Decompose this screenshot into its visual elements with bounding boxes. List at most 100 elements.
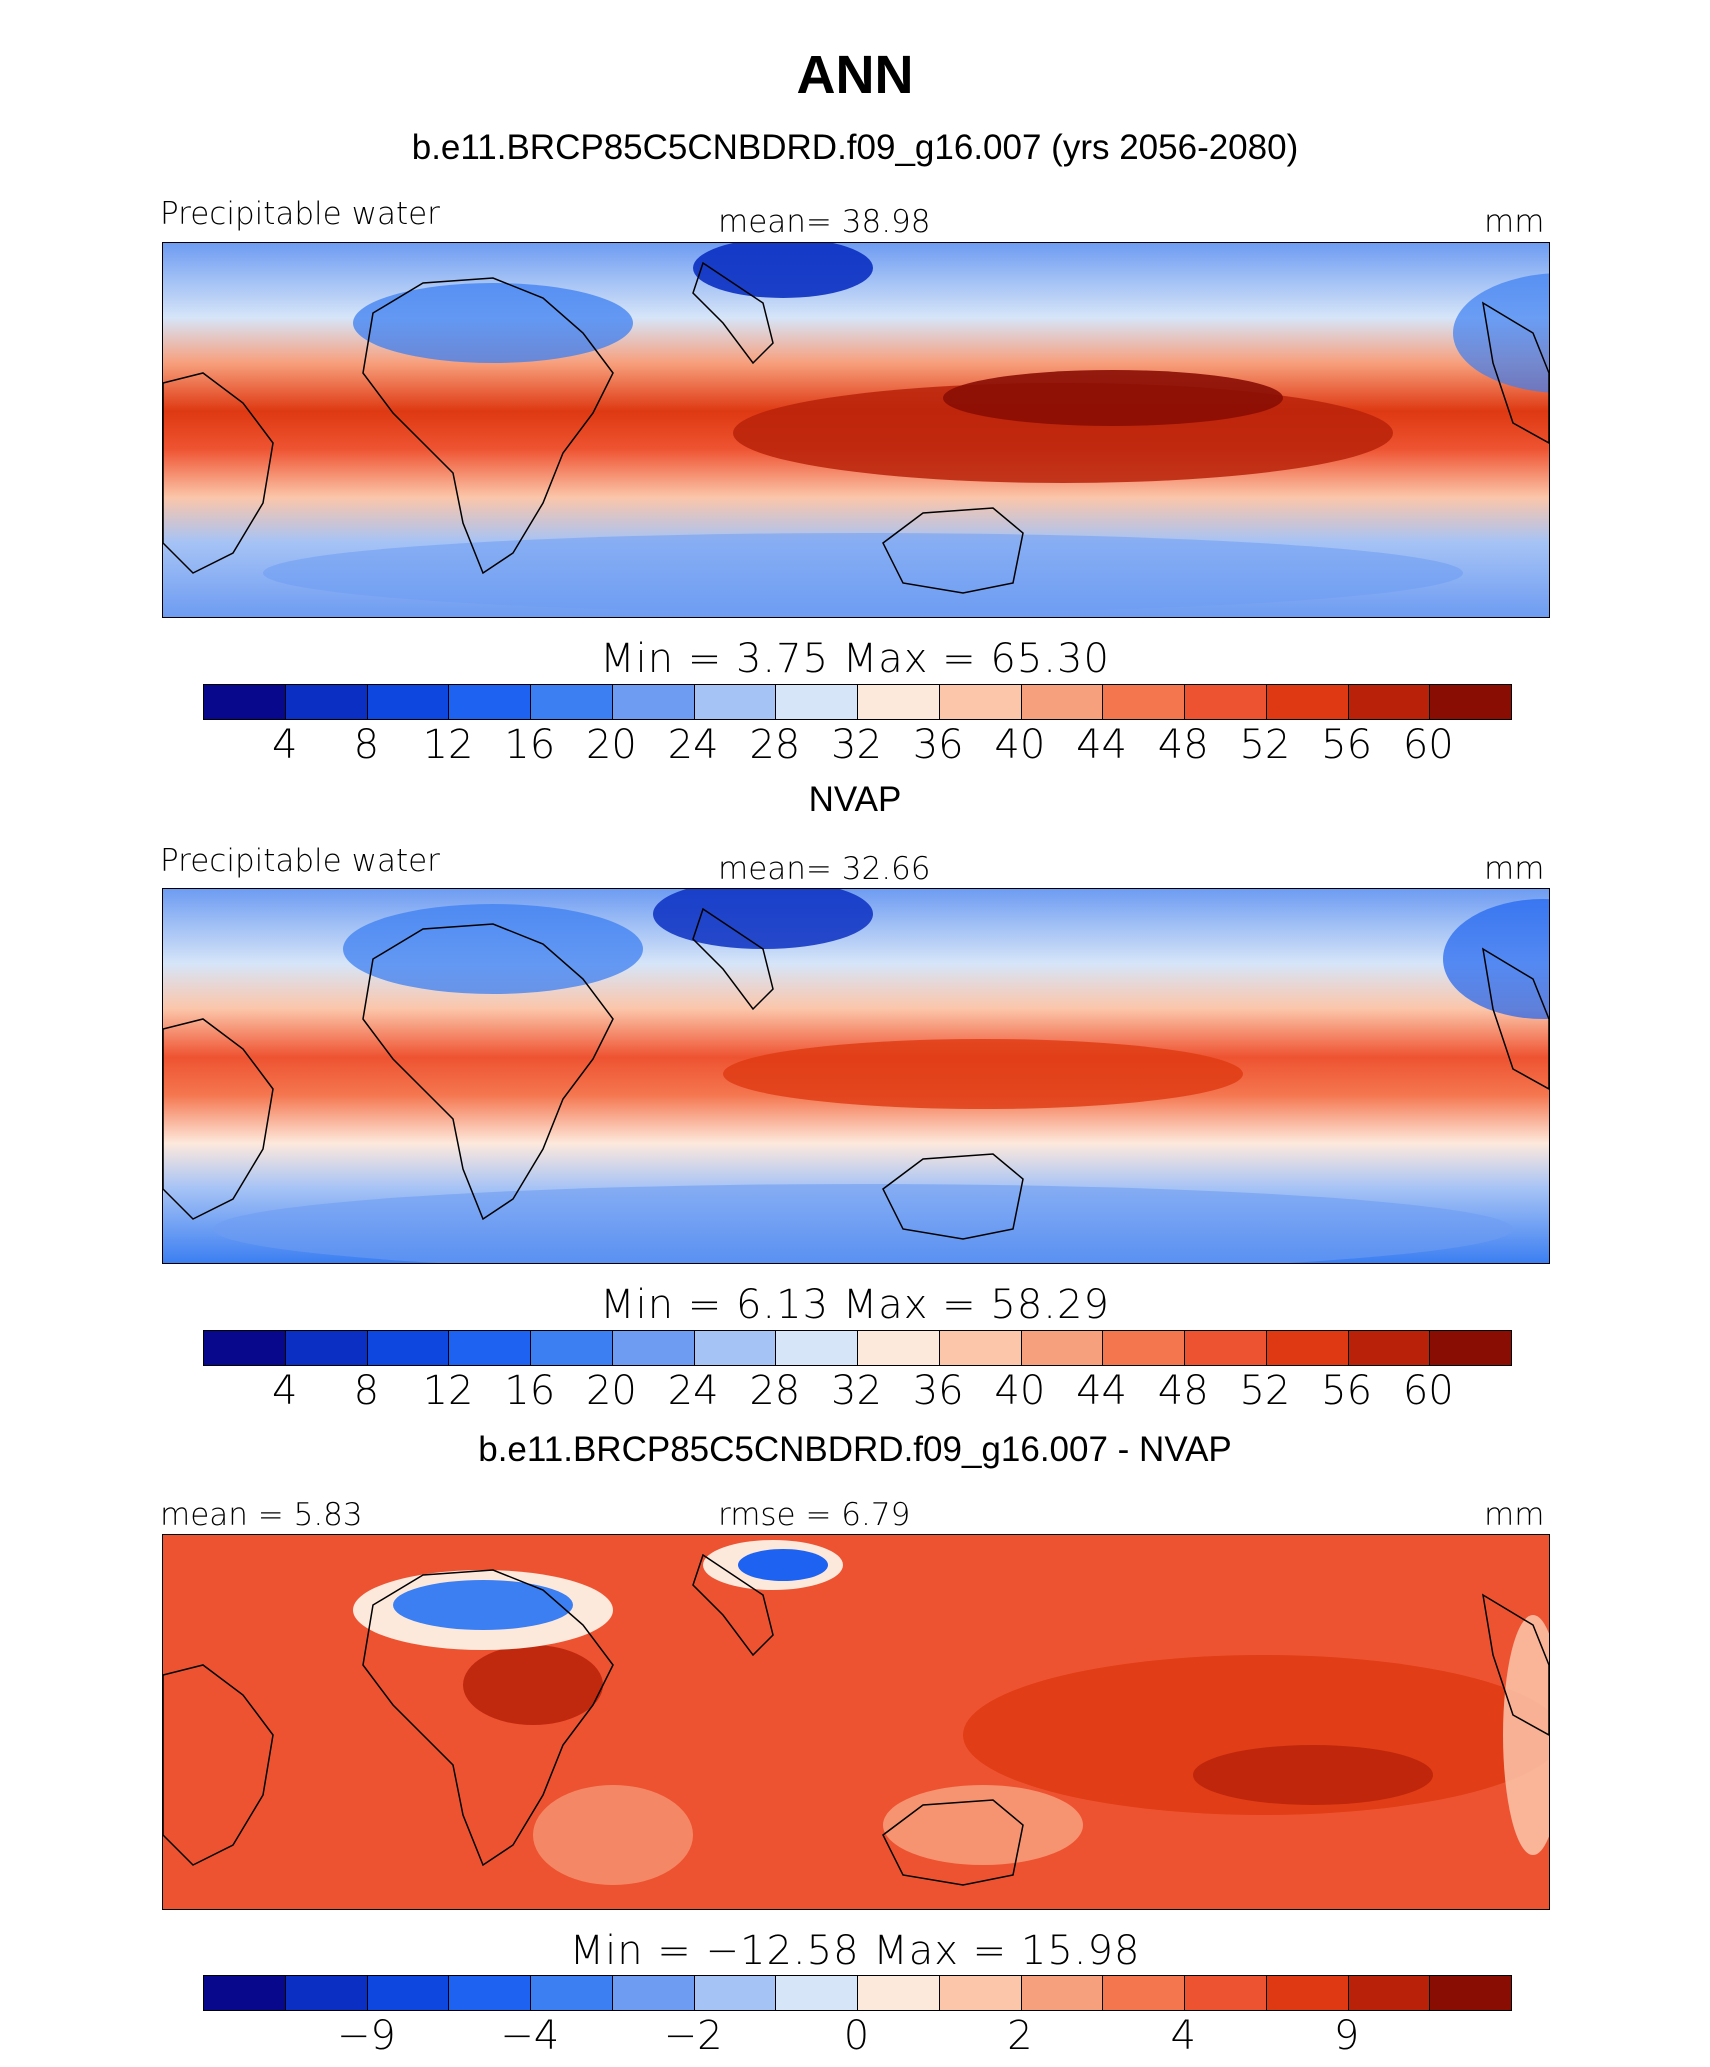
colorbar-tick-label: 52 bbox=[1239, 722, 1291, 768]
colorbar-tick-label: 32 bbox=[831, 722, 882, 768]
colorbar-tick-label: 16 bbox=[504, 722, 556, 768]
panel-1-colorbar-ticks: 4 8 12 16 20 24 28 32 36 40 44 48 52 56 60 bbox=[203, 722, 1510, 768]
colorbar-tick-label: 44 bbox=[1076, 1368, 1128, 1414]
colorbar-box bbox=[531, 1976, 613, 2010]
colorbar-box bbox=[204, 685, 286, 719]
colorbar-box bbox=[1348, 1976, 1431, 2010]
colorbar-box bbox=[1266, 1976, 1349, 2010]
colorbar-box bbox=[1021, 685, 1104, 719]
colorbar-box bbox=[939, 685, 1022, 719]
colorbar-tick-label: 8 bbox=[353, 1368, 380, 1414]
panel-3-units-label: mm bbox=[1484, 1497, 1545, 1533]
colorbar-tick-label: 12 bbox=[422, 722, 474, 768]
colorbar-box bbox=[939, 1976, 1022, 2010]
colorbar-tick-label: −9 bbox=[336, 2013, 396, 2059]
colorbar-box bbox=[776, 1331, 858, 1365]
panel-3-header: b.e11.BRCP85C5CNBDRD.f09_g16.007 - NVAP bbox=[478, 1430, 1232, 1469]
colorbar-tick-label: 28 bbox=[749, 1368, 801, 1414]
colorbar-box bbox=[1430, 1976, 1511, 2010]
colorbar-box bbox=[367, 1331, 450, 1365]
colorbar-box bbox=[939, 1331, 1022, 1365]
panel-2-colorbar bbox=[203, 1330, 1512, 1366]
colorbar-box bbox=[1103, 1331, 1185, 1365]
colorbar-box bbox=[367, 1976, 450, 2010]
panel-2-map bbox=[162, 888, 1550, 1264]
figure-title: ANN bbox=[796, 45, 914, 105]
colorbar-tick-label: 60 bbox=[1402, 1368, 1454, 1414]
panel-1-header: b.e11.BRCP85C5CNBDRD.f09_g16.007 (yrs 20… bbox=[411, 128, 1299, 167]
panel-2-units-label: mm bbox=[1484, 851, 1545, 887]
colorbar-tick-label: 16 bbox=[504, 1368, 556, 1414]
colorbar-tick-label: 2 bbox=[1007, 2013, 1033, 2059]
panel-3-contour-field bbox=[163, 1535, 1549, 1909]
colorbar-tick-label: 28 bbox=[749, 722, 801, 768]
colorbar-box bbox=[1021, 1331, 1104, 1365]
colorbar-box bbox=[1185, 1976, 1267, 2010]
panel-3-colorbar bbox=[203, 1975, 1512, 2011]
panel-1-colorbar bbox=[203, 684, 1512, 720]
colorbar-tick-label: 0 bbox=[843, 2013, 870, 2059]
colorbar-tick-label: −4 bbox=[500, 2013, 560, 2059]
panel-3-colorbar-ticks: −9 −4 −2 0 2 4 9 bbox=[203, 2013, 1510, 2059]
colorbar-box bbox=[1430, 685, 1511, 719]
colorbar-box bbox=[285, 1331, 368, 1365]
panel-3-coastlines bbox=[163, 1553, 1549, 1886]
panel-3-minmax: Min = −12.58 Max = 15.98 bbox=[569, 1928, 1141, 1974]
colorbar-tick-label: 44 bbox=[1076, 722, 1128, 768]
colorbar-tick-label: 24 bbox=[667, 722, 719, 768]
colorbar-tick-label: 36 bbox=[912, 722, 964, 768]
panel-2-header: NVAP bbox=[808, 780, 902, 819]
colorbar-box bbox=[449, 685, 531, 719]
colorbar-box bbox=[694, 685, 777, 719]
colorbar-tick-label: 60 bbox=[1402, 722, 1454, 768]
colorbar-box bbox=[858, 685, 940, 719]
colorbar-box bbox=[285, 685, 368, 719]
colorbar-box bbox=[612, 685, 695, 719]
colorbar-box bbox=[204, 1976, 286, 2010]
panel-3-mean-label: mean = 5.83 bbox=[160, 1497, 363, 1533]
colorbar-tick-label: 12 bbox=[422, 1368, 474, 1414]
colorbar-box bbox=[1266, 685, 1349, 719]
colorbar-tick-label: 48 bbox=[1157, 1368, 1209, 1414]
colorbar-box bbox=[531, 1331, 613, 1365]
panel-2-contour-field bbox=[163, 889, 1549, 1263]
panel-3-map bbox=[162, 1534, 1550, 1910]
colorbar-box bbox=[449, 1331, 531, 1365]
colorbar-tick-label: 36 bbox=[912, 1368, 964, 1414]
colorbar-tick-label: 48 bbox=[1157, 722, 1209, 768]
colorbar-tick-label: 40 bbox=[994, 1368, 1046, 1414]
colorbar-box bbox=[858, 1976, 940, 2010]
panel-2-coastlines bbox=[163, 907, 1549, 1240]
panel-1-coastlines bbox=[163, 261, 1549, 594]
colorbar-tick-label: −2 bbox=[663, 2013, 723, 2059]
colorbar-tick-label: 40 bbox=[994, 722, 1046, 768]
colorbar-tick-label: 9 bbox=[1333, 2013, 1360, 2059]
colorbar-box bbox=[1103, 1976, 1185, 2010]
panel-1-map bbox=[162, 242, 1550, 618]
colorbar-tick-label: 52 bbox=[1239, 1368, 1291, 1414]
colorbar-box bbox=[694, 1331, 777, 1365]
colorbar-box bbox=[1430, 1331, 1511, 1365]
colorbar-box bbox=[1185, 685, 1267, 719]
colorbar-tick-label: 56 bbox=[1321, 1368, 1373, 1414]
colorbar-tick-label: 20 bbox=[585, 722, 637, 768]
panel-2-minmax: Min = 6.13 Max = 58.29 bbox=[600, 1282, 1110, 1328]
colorbar-box bbox=[204, 1331, 286, 1365]
colorbar-tick-label: 32 bbox=[831, 1368, 882, 1414]
panel-1-minmax: Min = 3.75 Max = 65.30 bbox=[600, 636, 1110, 682]
colorbar-box bbox=[367, 685, 450, 719]
panel-2-mean-label: mean= 32.66 bbox=[718, 851, 931, 887]
panel-1-variable-label: Precipitable water bbox=[160, 196, 440, 232]
colorbar-box bbox=[858, 1331, 940, 1365]
colorbar-box bbox=[1185, 1331, 1267, 1365]
colorbar-tick-label: 24 bbox=[667, 1368, 719, 1414]
colorbar-box bbox=[1103, 685, 1185, 719]
colorbar-box bbox=[285, 1976, 368, 2010]
colorbar-box bbox=[1266, 1331, 1349, 1365]
colorbar-box bbox=[1348, 685, 1431, 719]
panel-2-variable-label: Precipitable water bbox=[160, 843, 440, 879]
colorbar-box bbox=[1021, 1976, 1104, 2010]
panel-2-colorbar-ticks: 4 8 12 16 20 24 28 32 36 40 44 48 52 56 60 bbox=[203, 1368, 1510, 1414]
colorbar-tick-label: 56 bbox=[1321, 722, 1373, 768]
panel-1-mean-label: mean= 38.98 bbox=[718, 204, 931, 240]
